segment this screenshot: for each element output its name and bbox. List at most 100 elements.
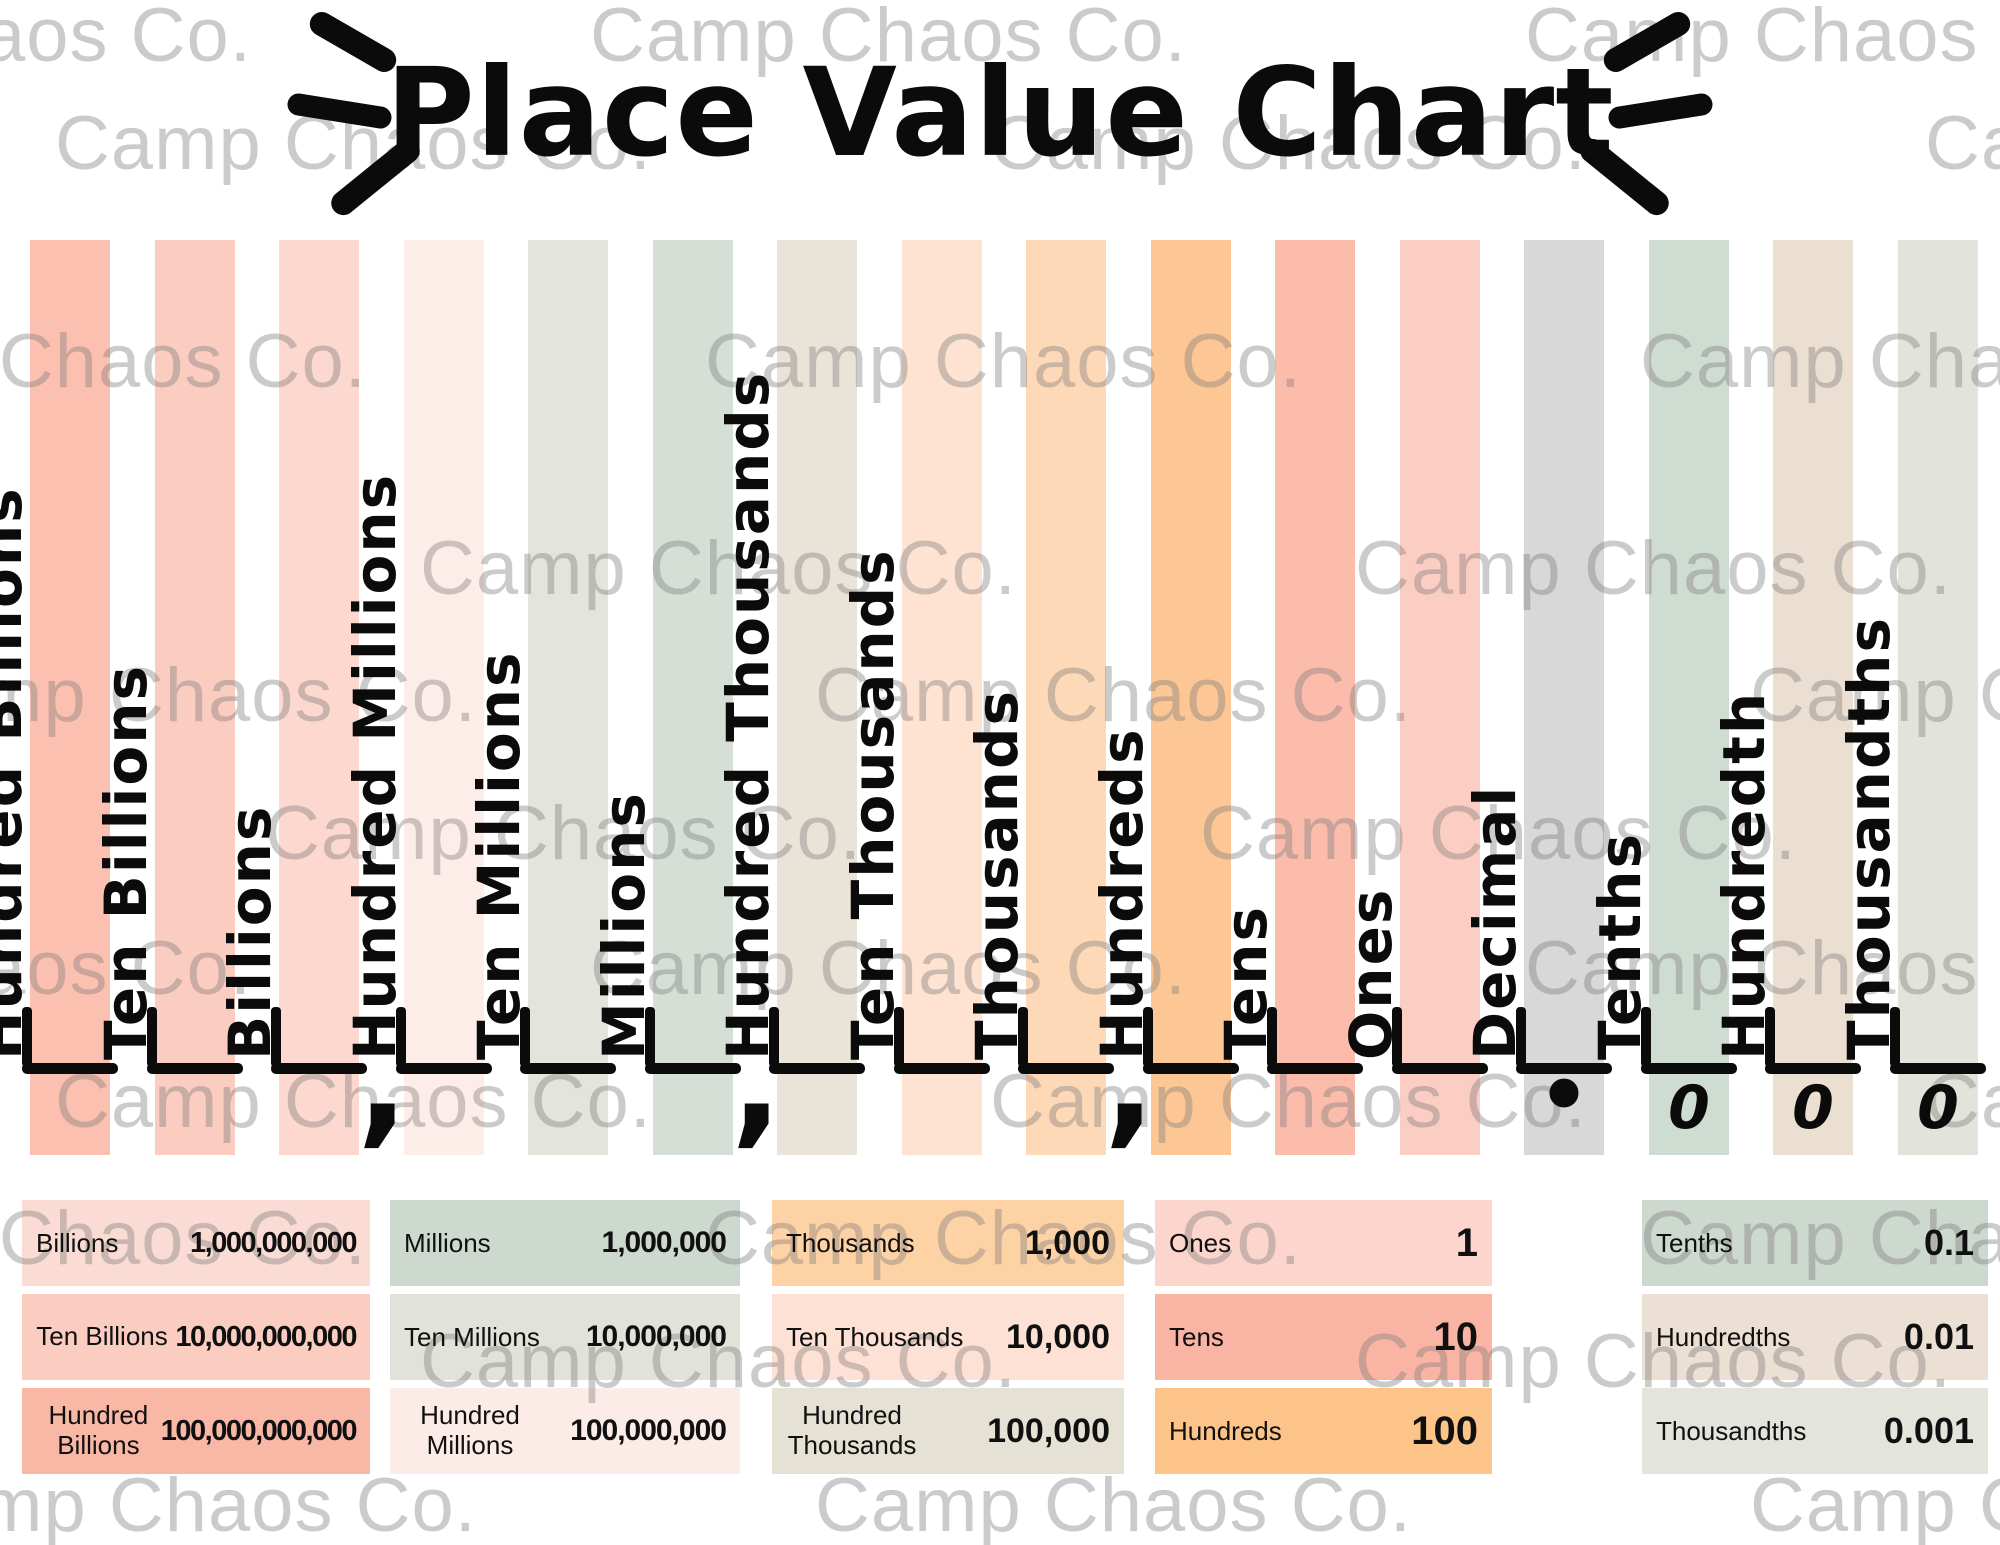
column-label: Thousandths (1835, 615, 1903, 1060)
table-row-label: Tens (1169, 1321, 1224, 1352)
table-row-label: Hundredths (1656, 1321, 1791, 1352)
table-row-background (1642, 1200, 1988, 1286)
table-row-value: 1 (1455, 1220, 1478, 1265)
watermark-text: Camp Chaos Co. (420, 526, 1017, 611)
column-bar (155, 240, 235, 1155)
underline-tick (769, 1007, 779, 1067)
watermark-text: Camp Chaos Co. (1355, 526, 1952, 611)
table-row-background (1155, 1200, 1492, 1286)
table-row-hundreds: Hundreds 100 (1155, 1388, 1492, 1474)
column-bar (528, 240, 608, 1155)
column-bar (1400, 240, 1480, 1155)
watermark-text: Camp Chaos Co. (0, 1196, 367, 1281)
underline-tick (1641, 1007, 1651, 1067)
table-row-label: Hundreds (1169, 1415, 1282, 1446)
underline-tick (894, 1007, 904, 1067)
column-bar (902, 240, 982, 1155)
table-row-label: Hundred Millions (420, 1400, 520, 1460)
table-row-hundred-millions: Hundred Millions 100,000,000 (390, 1388, 740, 1474)
table-row-thousandths: Thousandths 0.001 (1642, 1388, 1988, 1474)
table-row-value: 10,000 (1006, 1317, 1110, 1356)
table-row-background (22, 1200, 370, 1286)
column-ten-millions: Ten Millions (465, 240, 616, 1155)
table-row-background (1155, 1388, 1492, 1474)
underline-tick (1018, 1007, 1028, 1067)
watermark-text: Camp Chaos Co. (590, 926, 1187, 1011)
table-row-value: 100 (1411, 1408, 1478, 1453)
table-row-value: 100,000,000 (570, 1414, 727, 1447)
comma-after-billions: , (357, 1004, 409, 1161)
watermark-text: Camp Chaos Co. (1640, 319, 2000, 404)
table-row-value: 0.1 (1923, 1222, 1974, 1263)
table-row-label: Ten Millions (404, 1321, 540, 1352)
watermark-text: Camp Chaos Co. (815, 653, 1412, 738)
table-row-hundredths: Hundredths 0.01 (1642, 1294, 1988, 1380)
column-bar (1151, 240, 1231, 1155)
watermark-text: Camp Chaos Co. (1750, 653, 2000, 738)
label-underline (645, 1063, 741, 1074)
table-row-background (22, 1388, 370, 1474)
table-row-value: 1,000,000,000 (190, 1226, 357, 1259)
watermark-text: Camp Chaos Co. (705, 319, 1302, 404)
watermark-text: Camp Chaos Co. (1925, 101, 2000, 186)
column-hundred-billions: Hundred Billions (0, 240, 118, 1155)
table-row-label: Millions (404, 1227, 491, 1258)
table-row-background (772, 1294, 1124, 1380)
watermark-text: Camp Chaos Co. (0, 926, 252, 1011)
label-underline (894, 1063, 990, 1074)
column-bar (1649, 240, 1729, 1155)
table-row-background (390, 1294, 740, 1380)
label-underline (1516, 1063, 1612, 1074)
label-underline (520, 1063, 616, 1074)
column-label: Hundred Millions (341, 472, 409, 1060)
table-row-value: 10,000,000 (585, 1320, 727, 1353)
label-underline (22, 1063, 118, 1074)
table-row-value: 0.01 (1903, 1316, 1974, 1357)
column-bar (404, 240, 484, 1155)
column-bar (1898, 240, 1978, 1155)
table-row-value: 100,000 (987, 1411, 1110, 1450)
table-row-value: 100,000,000,000 (160, 1414, 358, 1447)
label-underline (1392, 1063, 1488, 1074)
underline-tick (1890, 1007, 1900, 1067)
watermark-text: Camp Chaos Co. (705, 1196, 1302, 1281)
label-underline (1143, 1063, 1239, 1074)
column-tenths: Tenths 0 (1586, 240, 1737, 1155)
column-label: Ten Millions (465, 650, 533, 1060)
label-underline (271, 1063, 367, 1074)
watermark-text: Camp Chaos Co. (0, 653, 477, 738)
table-row-background (1642, 1294, 1988, 1380)
watermark-text: Camp Chaos Co. (0, 1463, 477, 1545)
label-underline (1641, 1063, 1737, 1074)
column-hundreds: Hundreds (1088, 240, 1239, 1155)
table-ones-group: Ones 1 Tens 10 Hundreds 100 (1155, 1200, 1492, 1474)
label-underline (396, 1063, 492, 1074)
table-row-value: 10 (1433, 1314, 1479, 1359)
table-row-label: Thousands (786, 1227, 915, 1258)
watermark-text: Camp Chaos Co. (1750, 1463, 2000, 1545)
table-row-label: Ones (1169, 1227, 1232, 1258)
table-row-background (1155, 1294, 1492, 1380)
label-underline (1018, 1063, 1114, 1074)
table-row-ten-billions: Ten Billions 10,000,000,000 (22, 1294, 370, 1380)
watermark-text: Camp Chaos Co. (590, 0, 1187, 78)
table-row-tenths: Tenths 0.1 (1642, 1200, 1988, 1286)
table-row-value: 1,000,000 (601, 1226, 727, 1259)
zero-digit-hundredth: 0 (1792, 1073, 1834, 1143)
table-row-background (1642, 1388, 1988, 1474)
watermark-text: Camp Chaos Co. (990, 101, 1587, 186)
underline-tick (1267, 1007, 1277, 1067)
zero-digit-thousandths: 0 (1917, 1073, 1959, 1143)
table-millions-group: Millions 1,000,000 Ten Millions 10,000,0… (390, 1200, 740, 1474)
column-bar (30, 240, 110, 1155)
underline-tick (396, 1007, 406, 1067)
table-row-millions: Millions 1,000,000 (390, 1200, 740, 1286)
table-row-ten-thousands: Ten Thousands 10,000 (772, 1294, 1124, 1380)
column-thousands: Thousands (963, 240, 1114, 1155)
watermark-text: Camp Chaos Co. (0, 0, 252, 78)
column-millions: Millions (590, 240, 741, 1155)
label-underline (147, 1063, 243, 1074)
column-ten-thousands: Ten Thousands (839, 240, 990, 1155)
column-bar (777, 240, 857, 1155)
